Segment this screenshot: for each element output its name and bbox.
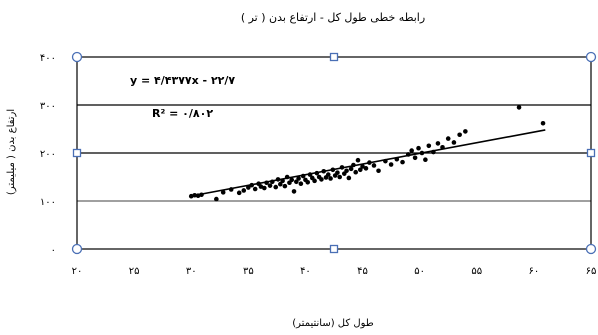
x-axis-label: طول کل (سانتیمتر) — [292, 318, 373, 329]
y-tick-label: ۴۰۰ — [40, 53, 56, 64]
data-point — [376, 168, 381, 174]
data-point — [344, 168, 349, 174]
side-resize-handle — [586, 148, 596, 158]
data-point — [275, 177, 281, 182]
x-tick-label: ۲۵ — [129, 266, 140, 277]
y-tick-label: ۳۰۰ — [40, 101, 56, 112]
side-resize-handle — [329, 244, 339, 254]
data-point — [419, 150, 425, 156]
data-point — [426, 143, 432, 149]
data-point — [300, 173, 306, 179]
data-point — [291, 189, 297, 194]
data-point — [270, 179, 275, 185]
data-point — [394, 156, 400, 162]
data-point — [367, 160, 372, 165]
data-point — [423, 157, 428, 163]
x-tick-label: ۲۰ — [72, 266, 83, 277]
data-point — [435, 141, 441, 146]
data-point — [360, 164, 365, 169]
data-point — [440, 144, 445, 150]
data-point — [289, 177, 295, 183]
trendline-equation: y = ۴/۴۳۷۷x - ۲۲/۷ — [130, 74, 235, 87]
data-point — [298, 181, 304, 187]
data-point — [236, 190, 242, 196]
data-point — [463, 129, 468, 134]
data-point — [199, 192, 204, 198]
data-point — [280, 178, 285, 184]
data-point — [351, 162, 356, 168]
side-resize-handle — [72, 148, 82, 158]
y-tick-label: ۲۰۰ — [40, 149, 56, 160]
data-point — [241, 188, 247, 193]
data-point — [388, 162, 394, 167]
data-point — [416, 145, 421, 151]
data-point — [228, 187, 234, 192]
corner-resize-handle — [585, 51, 597, 63]
data-point — [348, 166, 354, 172]
corner-resize-handle — [585, 243, 597, 255]
data-point — [353, 169, 359, 175]
data-point — [192, 192, 197, 198]
x-tick-label: ۵۵ — [471, 266, 482, 277]
data-point — [451, 140, 457, 145]
data-point — [516, 105, 522, 110]
data-point — [409, 148, 414, 153]
x-tick-label: ۵۰ — [414, 266, 425, 277]
data-point — [325, 172, 331, 177]
data-point — [346, 175, 352, 181]
data-point — [282, 183, 288, 189]
data-point — [273, 184, 279, 190]
x-tick-label: ۳۰ — [186, 266, 197, 277]
y-axis-label: ارتفاع بدن ( میلیمتر) — [6, 109, 17, 195]
chart-title: رابطه خطی طول کل - ارتفاع بدن ( تر ) — [241, 11, 425, 24]
data-point — [264, 180, 269, 186]
data-point — [294, 179, 299, 185]
x-tick-label: ۶۵ — [586, 266, 597, 277]
data-point — [357, 167, 363, 173]
data-point — [337, 174, 343, 180]
x-tick-label: ۳۵ — [243, 266, 254, 277]
data-point — [278, 181, 283, 187]
side-resize-handle — [329, 52, 339, 62]
data-point — [284, 174, 290, 180]
data-point — [321, 168, 327, 174]
data-point — [363, 166, 369, 171]
data-point — [339, 165, 345, 170]
data-point — [445, 136, 451, 141]
data-point — [214, 196, 219, 202]
data-point — [267, 183, 273, 188]
data-point — [540, 120, 546, 126]
data-point — [335, 170, 340, 175]
y-tick-label: ۰ — [51, 245, 56, 256]
data-point — [307, 172, 313, 177]
data-point — [246, 185, 251, 190]
corner-resize-handle — [71, 243, 83, 255]
x-tick-label: ۴۰ — [300, 266, 311, 277]
data-point — [312, 178, 317, 184]
data-point — [252, 186, 258, 192]
data-point — [431, 149, 436, 155]
data-point — [330, 167, 336, 173]
data-point — [412, 155, 418, 161]
x-tick-label: ۴۵ — [357, 266, 368, 277]
corner-resize-handle — [71, 51, 83, 63]
y-tick-label: ۱۰۰ — [40, 197, 56, 208]
data-point — [405, 152, 411, 157]
data-point — [457, 132, 462, 138]
data-point — [296, 176, 301, 181]
r-squared-label: R² = ۰/۸۰۲ — [152, 107, 213, 120]
data-point — [249, 182, 255, 188]
data-point — [220, 190, 226, 195]
data-point — [319, 177, 324, 182]
data-point — [262, 185, 267, 191]
data-point — [305, 179, 311, 185]
data-point — [355, 157, 361, 163]
data-point — [371, 163, 377, 168]
data-point — [314, 170, 320, 176]
data-point — [328, 176, 333, 181]
x-tick-label: ۶۰ — [529, 266, 540, 277]
data-point — [383, 158, 388, 164]
data-point — [400, 159, 405, 165]
